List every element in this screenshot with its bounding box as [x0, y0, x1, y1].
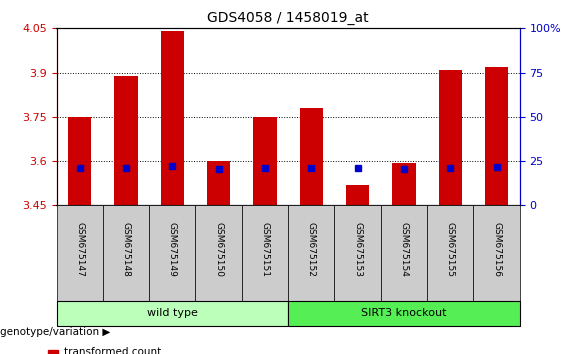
- Text: GSM675148: GSM675148: [121, 222, 131, 277]
- Text: genotype/variation ▶: genotype/variation ▶: [0, 327, 110, 337]
- Bar: [68, 117, 92, 205]
- Bar: [207, 161, 231, 205]
- Text: GSM675149: GSM675149: [168, 222, 177, 277]
- Bar: [346, 185, 370, 205]
- Title: GDS4058 / 1458019_at: GDS4058 / 1458019_at: [207, 11, 369, 24]
- Bar: [161, 31, 184, 205]
- Text: GSM675156: GSM675156: [492, 222, 501, 277]
- Text: GSM675153: GSM675153: [353, 222, 362, 277]
- Text: GSM675154: GSM675154: [399, 222, 408, 277]
- Text: GSM675155: GSM675155: [446, 222, 455, 277]
- Text: SIRT3 knockout: SIRT3 knockout: [361, 308, 447, 318]
- Bar: [485, 67, 508, 205]
- Text: GSM675147: GSM675147: [75, 222, 84, 277]
- Text: transformed count: transformed count: [64, 347, 161, 354]
- Bar: [253, 117, 277, 205]
- Text: GSM675150: GSM675150: [214, 222, 223, 277]
- Bar: [392, 162, 415, 205]
- Text: wild type: wild type: [147, 308, 198, 318]
- Text: GSM675151: GSM675151: [260, 222, 270, 277]
- Bar: [438, 70, 462, 205]
- Text: GSM675152: GSM675152: [307, 222, 316, 277]
- Bar: [299, 108, 323, 205]
- Bar: [114, 75, 137, 205]
